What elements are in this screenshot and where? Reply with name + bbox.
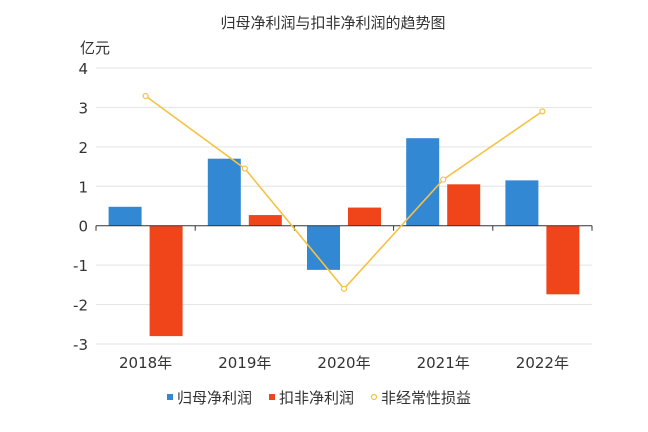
line-point	[440, 176, 447, 183]
line-point	[142, 92, 149, 100]
legend-marker	[269, 394, 275, 400]
y-tick-label: -1	[73, 257, 88, 275]
bar-net-profit	[307, 225, 340, 270]
line-point	[340, 285, 348, 292]
bar-net-profit	[406, 138, 440, 226]
bar-deducted-net-profit	[248, 215, 282, 226]
bar-net-profit	[505, 180, 539, 226]
legend-label: 非经常性损益	[381, 389, 471, 407]
bar-deducted-net-profit	[149, 225, 183, 337]
bars	[108, 138, 580, 337]
x-tick-label: 2020年	[317, 354, 370, 372]
x-tick-label: 2021年	[417, 354, 470, 372]
x-tick-label: 2022年	[516, 354, 569, 372]
y-tick-label: 2	[78, 139, 88, 157]
y-tick-label: 4	[78, 60, 88, 78]
legend-label: 扣非净利润	[279, 389, 354, 407]
y-tick-label: -3	[73, 336, 88, 354]
bar-net-profit	[207, 158, 241, 226]
y-tick-label: -2	[73, 297, 88, 315]
legend: 归母净利润 扣非净利润 非经常性损益	[167, 389, 471, 407]
x-tick-label: 2019年	[218, 354, 271, 372]
bar-deducted-net-profit	[546, 225, 580, 295]
y-tick-label: 1	[78, 178, 88, 196]
legend-marker	[370, 393, 378, 401]
line-point	[241, 165, 248, 172]
bar-net-profit	[108, 206, 142, 226]
y-tick-label: 0	[78, 218, 88, 236]
y-axis-unit: 亿元	[80, 39, 110, 57]
legend-marker	[167, 394, 173, 400]
watermark-text: 雪球：碧湾信息	[524, 397, 630, 416]
legend-label: 归母净利润	[177, 389, 252, 407]
y-tick-labels: 4 3 2 1 0 -1 -2 -3	[73, 60, 88, 354]
x-tick-label: 2018年	[119, 354, 172, 372]
watermark: 雪球：碧湾信息	[498, 396, 630, 418]
chart-title: 归母净利润与扣非净利润的趋势图	[220, 14, 445, 32]
line-series	[142, 92, 546, 292]
line-nonrecurring	[145, 95, 543, 291]
snowball-icon	[498, 396, 521, 418]
y-tick-label: 3	[78, 99, 88, 117]
bar-deducted-net-profit	[447, 184, 481, 226]
x-tick-labels: 2018年 2019年 2020年 2021年 2022年	[119, 354, 569, 372]
bar-deducted-net-profit	[348, 207, 381, 226]
line-point	[539, 108, 546, 115]
